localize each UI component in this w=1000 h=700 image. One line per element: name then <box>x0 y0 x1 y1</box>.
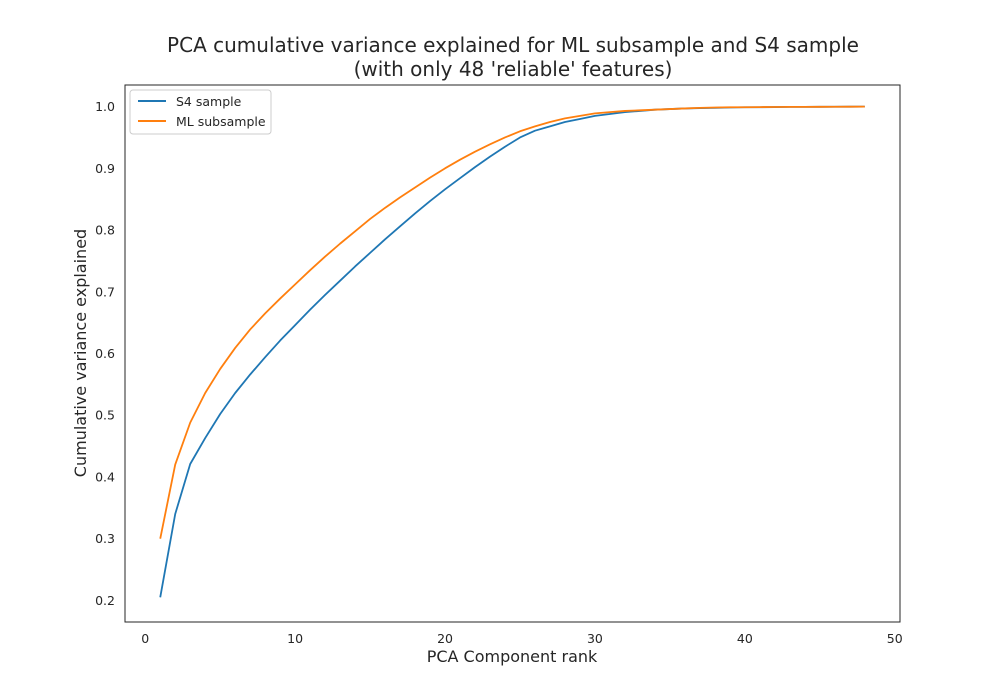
y-tick-label: 0.2 <box>95 593 115 608</box>
x-tick-label: 40 <box>737 631 753 646</box>
x-tick-label: 10 <box>287 631 303 646</box>
legend: S4 sample ML subsample <box>129 89 272 135</box>
y-tick-label: 0.6 <box>95 346 115 361</box>
series-line-ml-subsample <box>159 105 865 539</box>
plot-area <box>124 84 901 623</box>
y-axis-ticks: 0.2 0.3 0.4 0.5 0.6 0.7 0.8 0.9 1.0 <box>95 99 115 608</box>
x-tick-label: 20 <box>437 631 453 646</box>
legend-label-s4-sample: S4 sample <box>176 94 242 109</box>
series-lines <box>159 105 865 598</box>
y-tick-label: 1.0 <box>95 99 115 114</box>
chart-subtitle: (with only 48 'reliable' features) <box>354 57 673 81</box>
x-axis-label: PCA Component rank <box>427 647 598 666</box>
y-tick-label: 0.8 <box>95 223 115 238</box>
chart-title: PCA cumulative variance explained for ML… <box>167 33 859 57</box>
y-tick-label: 0.7 <box>95 284 115 299</box>
y-axis-label: Cumulative variance explained <box>71 229 90 477</box>
y-tick-label: 0.9 <box>95 161 115 176</box>
x-tick-label: 0 <box>141 631 149 646</box>
legend-label-ml-subsample: ML subsample <box>176 114 266 129</box>
x-tick-label: 50 <box>887 631 903 646</box>
x-tick-label: 30 <box>587 631 603 646</box>
y-tick-label: 0.3 <box>95 531 115 546</box>
x-axis-ticks: 0 10 20 30 40 50 <box>141 631 902 646</box>
y-tick-label: 0.4 <box>95 469 115 484</box>
y-tick-label: 0.5 <box>95 408 115 423</box>
